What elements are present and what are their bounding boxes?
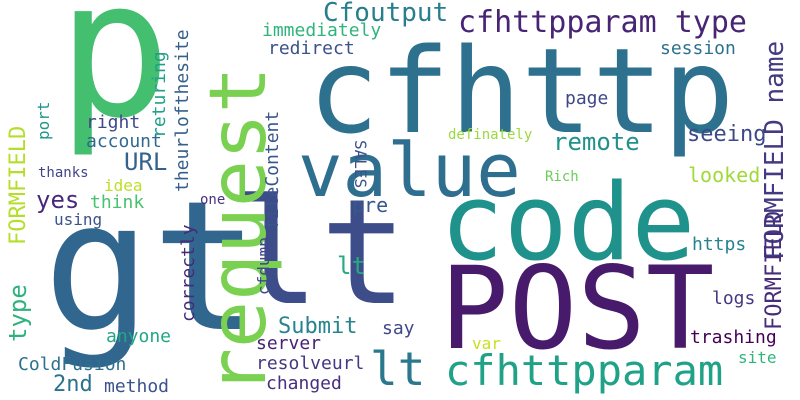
word-https: https (692, 234, 747, 255)
word-cfdump: cfdump (254, 237, 273, 295)
word-anyone: anyone (106, 326, 172, 347)
word-SALES: SALES (351, 140, 370, 189)
word-URL: URL (124, 148, 168, 176)
word-cfhttp: cfhttp (308, 22, 735, 160)
word-using: using (54, 210, 103, 229)
word-seeing: seeing (687, 122, 767, 147)
word-correctly: correctly (178, 224, 199, 322)
word-p: p (57, 0, 172, 160)
word-lt-small: lt (337, 252, 366, 280)
word-right: right (86, 112, 141, 133)
word-method: method (104, 376, 170, 397)
word-theurlofthesite: theurlofthesite (172, 29, 193, 192)
word-think: think (90, 192, 145, 213)
word-ColdFusion: ColdFusion (18, 354, 127, 375)
word-cfhttpparam-bottom: cfhttpparam (445, 346, 724, 395)
word-port: port (34, 101, 53, 140)
word-POST: POST (440, 242, 715, 375)
word-changed: changed (266, 373, 342, 394)
word-thanks: thanks (38, 165, 89, 181)
word-2nd: 2nd (53, 372, 93, 397)
word-resolveurl: resolveurl (256, 353, 365, 374)
word-looked: looked (688, 163, 761, 187)
word-gt-big: gt (43, 163, 260, 372)
word-FORMFIELD-left: FORMFIELD (6, 125, 31, 245)
word-value: value (298, 128, 521, 214)
word-Cfoutput: Cfoutput (323, 0, 449, 28)
word-immediately: immediately (262, 20, 382, 41)
word-logs: logs (712, 288, 756, 309)
word-type-left: type (4, 284, 32, 342)
word-yes: yes (36, 186, 80, 214)
word-session: session (660, 38, 736, 59)
word-pre: pre (352, 193, 389, 217)
word-lt-big: lt (232, 168, 408, 338)
word-fileContent: fileContent (262, 110, 283, 230)
word-trashing: trashing (690, 327, 777, 348)
word-idea: idea (104, 176, 143, 195)
word-cfhttpparam-type: cfhttpparam type (458, 5, 747, 40)
word-redirect: redirect (268, 38, 355, 59)
word-page: page (565, 88, 609, 109)
word-returing-v: returing (149, 51, 170, 138)
word-FORMFIELD-right: FORMFIELD (762, 210, 787, 330)
word-var: var (472, 334, 501, 353)
word-remote: remote (553, 128, 640, 156)
word-definately: definately (448, 127, 533, 143)
word-one: one (200, 192, 226, 208)
word-say: say (382, 318, 415, 339)
word-site: site (738, 348, 777, 367)
word-Submit: Submit (278, 314, 358, 339)
word-code: code (440, 161, 696, 284)
word-account: account (86, 131, 162, 152)
word-lt-mid: lt (370, 342, 426, 396)
word-server: server (256, 333, 322, 354)
word-Rich: Rich (545, 169, 579, 185)
